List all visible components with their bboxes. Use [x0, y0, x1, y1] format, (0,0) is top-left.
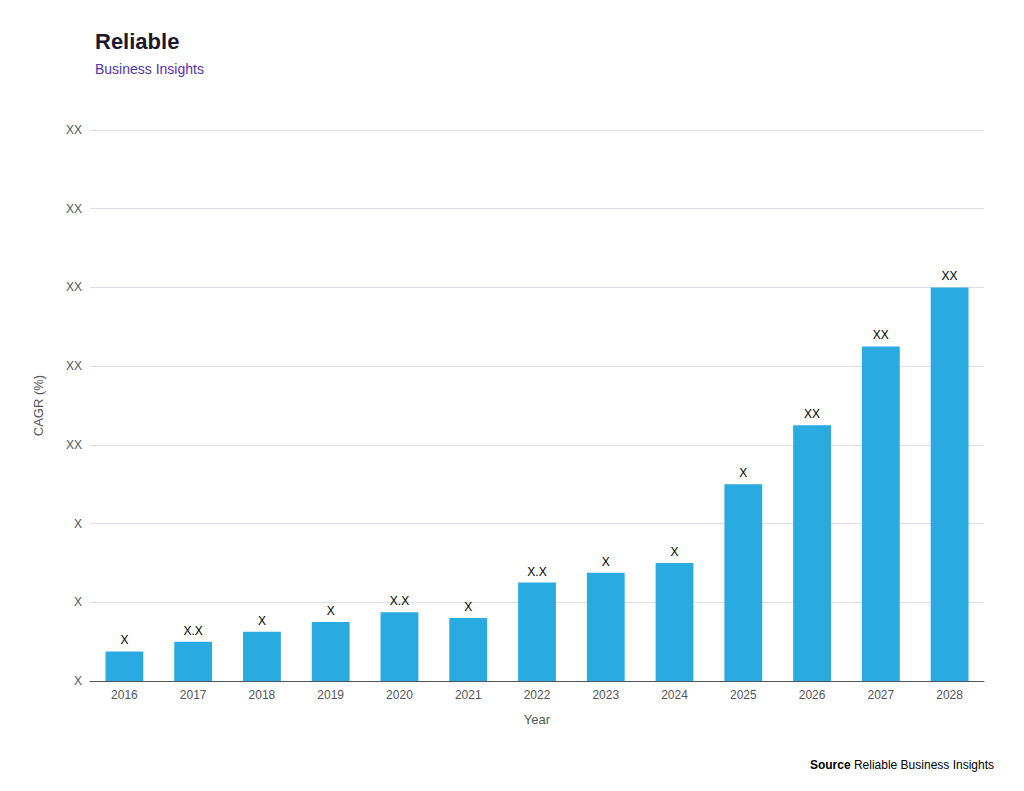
svg-text:X: X: [74, 595, 82, 609]
svg-text:2028: 2028: [936, 688, 963, 702]
svg-text:X: X: [258, 614, 266, 628]
svg-text:X: X: [74, 517, 82, 531]
svg-text:XX: XX: [66, 359, 82, 373]
svg-text:X: X: [739, 466, 747, 480]
svg-text:2021: 2021: [455, 688, 482, 702]
svg-text:Business Insights: Business Insights: [95, 61, 204, 77]
svg-text:2025: 2025: [730, 688, 757, 702]
svg-text:2022: 2022: [524, 688, 551, 702]
svg-text:2019: 2019: [317, 688, 344, 702]
svg-text:XX: XX: [873, 328, 889, 342]
svg-text:X.X: X.X: [527, 565, 546, 579]
svg-text:Reliable: Reliable: [95, 29, 179, 54]
svg-text:X: X: [464, 600, 472, 614]
svg-text:Reliable Business Insights: Reliable Business Insights: [854, 758, 994, 772]
svg-text:X: X: [74, 674, 82, 688]
svg-text:2027: 2027: [867, 688, 894, 702]
svg-text:2017: 2017: [180, 688, 207, 702]
svg-text:2026: 2026: [799, 688, 826, 702]
svg-text:2018: 2018: [249, 688, 276, 702]
svg-text:2024: 2024: [661, 688, 688, 702]
svg-text:X: X: [120, 633, 128, 647]
svg-text:X: X: [327, 604, 335, 618]
svg-text:2016: 2016: [111, 688, 138, 702]
svg-text:XX: XX: [942, 269, 958, 283]
svg-text:XX: XX: [66, 438, 82, 452]
svg-text:2023: 2023: [592, 688, 619, 702]
svg-text:Source: Source: [810, 758, 851, 772]
svg-text:2020: 2020: [386, 688, 413, 702]
svg-text:X: X: [671, 545, 679, 559]
svg-text:XX: XX: [804, 407, 820, 421]
svg-text:XX: XX: [66, 280, 82, 294]
svg-text:X.X: X.X: [183, 624, 202, 638]
svg-text:X: X: [602, 555, 610, 569]
svg-text:Year: Year: [524, 712, 551, 727]
svg-text:CAGR (%): CAGR (%): [31, 375, 46, 436]
svg-text:X.X: X.X: [390, 594, 409, 608]
svg-text:XX: XX: [66, 202, 82, 216]
svg-text:XX: XX: [66, 123, 82, 137]
